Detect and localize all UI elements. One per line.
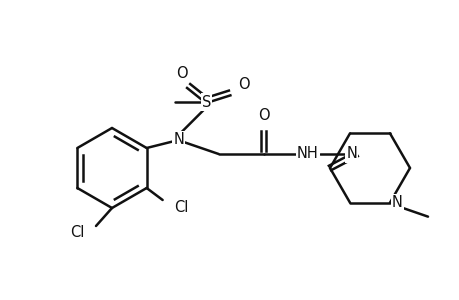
- Text: Cl: Cl: [173, 200, 188, 214]
- Text: NH: NH: [296, 146, 318, 161]
- Text: O: O: [237, 76, 249, 92]
- Text: S: S: [202, 94, 211, 110]
- Text: Cl: Cl: [173, 200, 188, 214]
- Text: Cl: Cl: [71, 226, 85, 241]
- Text: N: N: [391, 195, 402, 210]
- Text: O: O: [257, 107, 269, 122]
- Text: N: N: [346, 146, 356, 161]
- Text: N: N: [173, 133, 184, 148]
- Text: N: N: [391, 195, 402, 210]
- Text: NH: NH: [296, 146, 318, 161]
- Text: O: O: [175, 65, 187, 80]
- Text: S: S: [202, 94, 211, 110]
- Text: O: O: [237, 76, 249, 92]
- Text: O: O: [257, 107, 269, 122]
- Text: Cl: Cl: [71, 226, 85, 241]
- Text: N: N: [173, 133, 184, 148]
- Text: O: O: [175, 65, 187, 80]
- Text: N: N: [346, 146, 356, 161]
